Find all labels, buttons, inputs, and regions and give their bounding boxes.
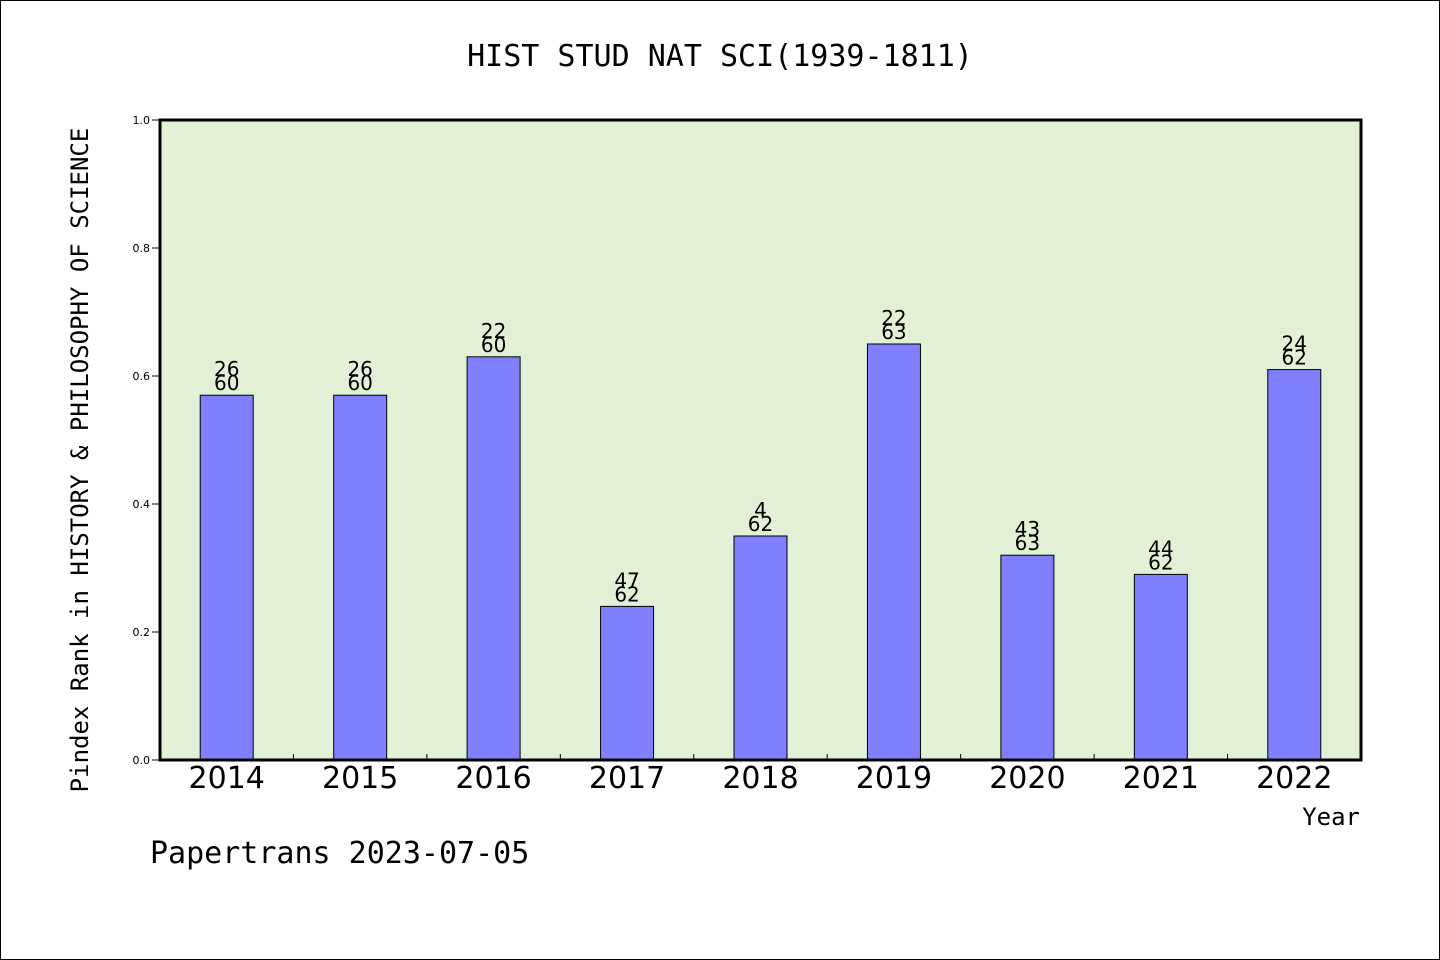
y-axis-label: Pindex Rank in HISTORY & PHILOSOPHY OF S… [66, 128, 94, 793]
x-tick-label: 2020 [989, 761, 1065, 796]
bar-2015 [333, 394, 388, 761]
y-axis-ticks: 0.0 0.2 0.4 0.6 0.8 1.0 [133, 114, 160, 767]
x-tick-label: 2016 [455, 761, 531, 796]
total-label: 62 [1282, 346, 1307, 370]
total-label: 60 [214, 371, 239, 395]
bar-2017 [600, 605, 655, 761]
rank-label: 26 [347, 357, 372, 381]
y-tick-label: 0.4 [133, 498, 151, 511]
bar-2022 [1267, 369, 1322, 761]
total-label: 63 [881, 320, 906, 344]
x-tick-label: 2019 [856, 761, 932, 796]
y-tick-label: 0.2 [133, 626, 151, 639]
bars-group [199, 343, 1322, 761]
x-axis-ticks: 2014 2015 2016 2017 2018 2019 2020 2021 2022 [189, 754, 1332, 796]
bar-2020 [1000, 554, 1055, 761]
chart-title: HIST STUD NAT SCI(1939-1811) [467, 39, 973, 74]
x-tick-label: 2015 [322, 761, 398, 796]
rank-label: 22 [481, 319, 506, 343]
x-tick-label: 2021 [1123, 761, 1199, 796]
total-label: 63 [1015, 531, 1040, 555]
bar-2019 [866, 343, 921, 761]
rank-label: 26 [214, 357, 239, 381]
x-tick-label: 2018 [722, 761, 798, 796]
x-axis-label: Year [1302, 803, 1360, 831]
plot-border [158, 118, 1363, 762]
bar-2016 [466, 356, 521, 761]
x-tick-label: 2014 [189, 761, 265, 796]
rank-label: 24 [1282, 332, 1307, 356]
rank-label: 22 [881, 306, 906, 330]
x-tick-label: 2017 [589, 761, 665, 796]
total-label: 60 [347, 371, 372, 395]
x-tick-label: 2022 [1256, 761, 1332, 796]
y-tick-label: 1.0 [133, 114, 151, 127]
total-label: 62 [1148, 550, 1173, 574]
bar-2014 [199, 394, 254, 761]
total-label: 62 [748, 512, 773, 536]
rank-label: 43 [1015, 517, 1040, 541]
total-label: 62 [614, 582, 639, 606]
total-label: 60 [481, 333, 506, 357]
bar-2021 [1133, 573, 1188, 761]
rank-label: 4 [754, 498, 767, 522]
rank-label: 47 [614, 568, 639, 592]
rank-label: 44 [1148, 536, 1173, 560]
y-tick-label: 0.0 [133, 754, 151, 767]
y-tick-label: 0.6 [133, 370, 151, 383]
footer-credit: Papertrans 2023-07-05 [150, 836, 529, 871]
bar-2018 [733, 535, 788, 761]
y-tick-label: 0.8 [133, 242, 151, 255]
